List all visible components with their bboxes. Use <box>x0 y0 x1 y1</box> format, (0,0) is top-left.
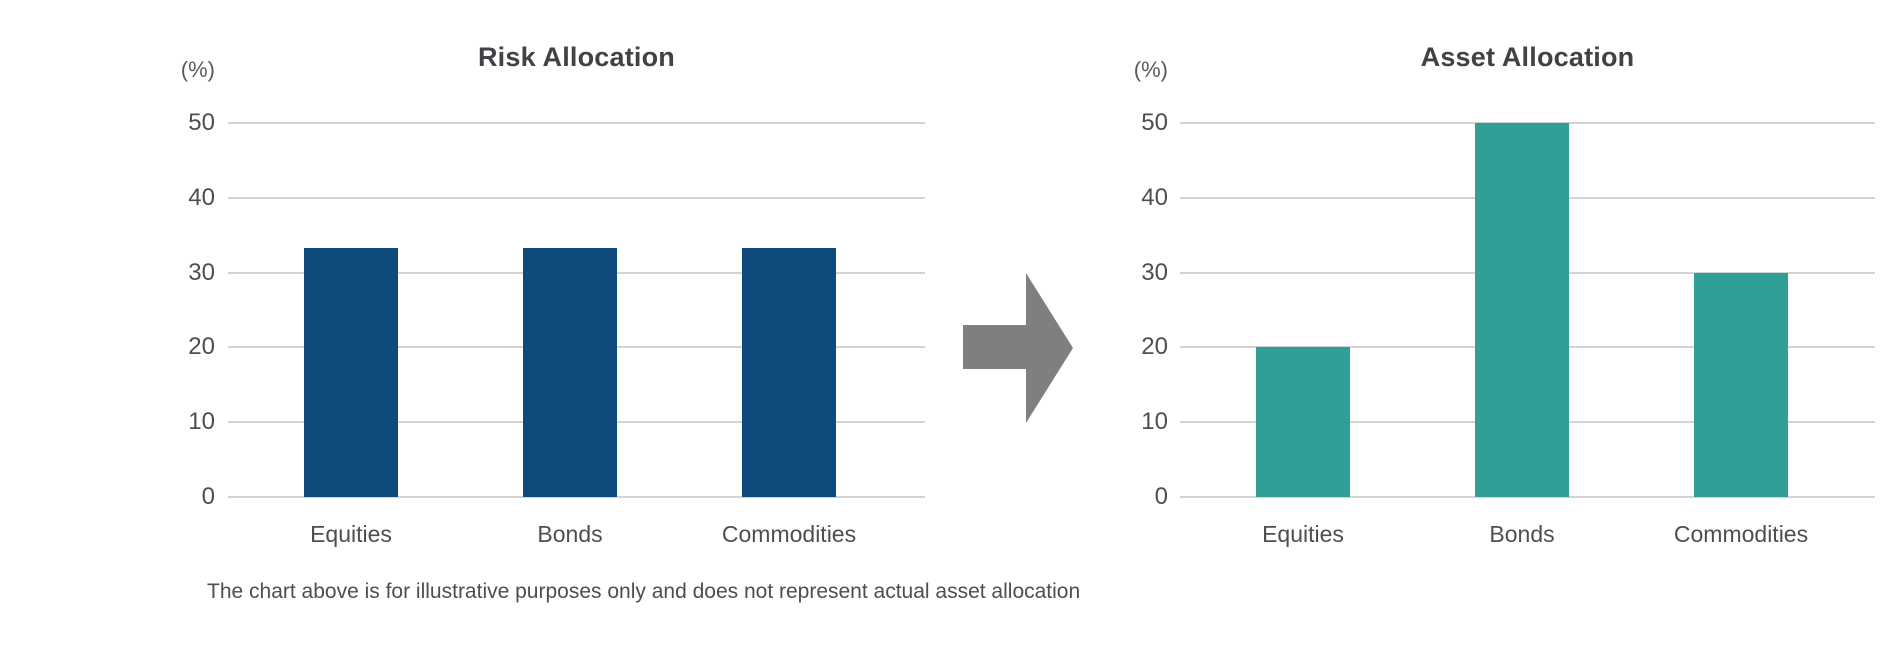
gridline-y30 <box>228 271 925 274</box>
chart-title: Risk Allocation <box>477 42 676 72</box>
gridline-y10 <box>1180 421 1875 424</box>
bar-equities <box>1256 347 1350 497</box>
bar-commodities <box>1694 272 1788 497</box>
gridline-y0 <box>1180 496 1875 498</box>
category-label: Commodities <box>721 521 857 547</box>
y-tick-label: 20 <box>1141 333 1168 361</box>
gridline-y0 <box>228 496 925 498</box>
bar-commodities <box>742 247 836 497</box>
y-tick-label: 0 <box>201 483 215 510</box>
gridline-y40 <box>228 196 925 199</box>
y-tick-label: 30 <box>188 258 215 286</box>
y-tick-label: 40 <box>1141 183 1168 211</box>
gridline-y10 <box>228 421 925 424</box>
y-tick-label: 50 <box>188 109 215 136</box>
arrow-right-icon <box>963 273 1073 423</box>
y-tick-label: 10 <box>188 408 215 436</box>
chart-disclaimer-caption: The chart above is for illustrative purp… <box>207 580 1081 603</box>
category-label: Commodities <box>1673 521 1809 547</box>
category-label: Bonds <box>537 521 603 547</box>
category-label: Bonds <box>1489 521 1555 547</box>
y-tick-label: 10 <box>1141 408 1168 436</box>
bar-bonds <box>1475 123 1569 497</box>
y-tick-label: 20 <box>188 333 215 361</box>
y-tick-label: 30 <box>1141 258 1168 286</box>
axis-unit-label: (%) <box>1133 57 1168 82</box>
gridline-y30 <box>1180 271 1875 274</box>
gridline-y50 <box>1180 122 1875 124</box>
category-label: Equities <box>310 521 392 547</box>
y-tick-label: 40 <box>188 183 215 211</box>
bar-equities <box>304 247 398 497</box>
gridline-y40 <box>1180 196 1875 199</box>
gridline-y20 <box>1180 346 1875 349</box>
arrow-right-shape <box>963 273 1073 423</box>
y-tick-label: 50 <box>1141 109 1168 136</box>
gridline-y50 <box>228 122 925 124</box>
chart-title: Asset Allocation <box>1420 42 1635 72</box>
axis-unit-label: (%) <box>180 57 215 82</box>
gridline-y20 <box>228 346 925 349</box>
category-label: Equities <box>1262 521 1344 547</box>
bar-bonds <box>523 247 617 497</box>
y-tick-label: 0 <box>1154 483 1168 510</box>
